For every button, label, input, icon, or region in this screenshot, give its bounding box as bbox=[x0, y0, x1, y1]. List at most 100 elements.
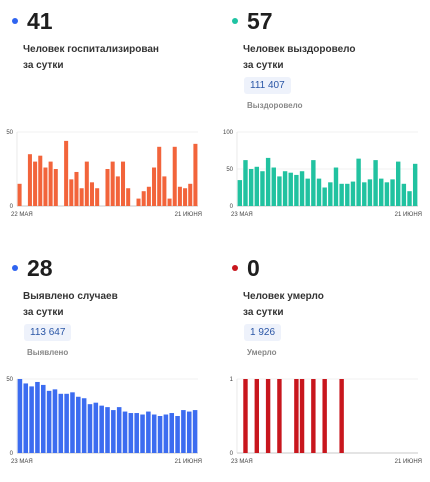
cumulative-total-label: Умерло bbox=[247, 348, 277, 357]
bar bbox=[157, 416, 163, 453]
description: Человек умерло за сутки bbox=[243, 289, 324, 321]
bar bbox=[136, 198, 141, 206]
bar bbox=[134, 413, 139, 453]
bar bbox=[254, 379, 260, 453]
panel-hospitalized: 41 Человек госпитализирован за сутки 50 0 22 … bbox=[0, 0, 205, 235]
bar bbox=[271, 167, 276, 206]
y-tick-label: 0 bbox=[230, 204, 234, 210]
cumulative-total: 113 647 bbox=[24, 324, 72, 341]
bar bbox=[110, 161, 115, 206]
cumulative-total: 1 926 bbox=[244, 324, 282, 341]
bar bbox=[23, 383, 29, 453]
y-tick-label: 50 bbox=[6, 377, 13, 383]
y-tick-label: 50 bbox=[226, 167, 233, 173]
bar bbox=[17, 379, 23, 453]
bullet-dot-icon bbox=[232, 18, 238, 24]
bar bbox=[116, 407, 122, 453]
bar bbox=[162, 176, 167, 206]
bar bbox=[412, 163, 418, 206]
bar bbox=[362, 182, 367, 206]
bar bbox=[169, 413, 175, 453]
bar bbox=[265, 157, 271, 206]
bar bbox=[163, 414, 169, 453]
panel-header: 0 bbox=[232, 255, 260, 281]
bar bbox=[76, 396, 81, 453]
bar bbox=[243, 160, 248, 206]
daily-count: 57 bbox=[247, 8, 273, 34]
bar bbox=[367, 179, 373, 206]
bar bbox=[151, 414, 157, 453]
bar bbox=[379, 178, 384, 206]
panel-deaths: 0 Человек умерло за сутки 1 926 Умерло 1 0 23 М… bbox=[220, 247, 425, 482]
bar bbox=[316, 178, 322, 206]
panel-header: 28 bbox=[12, 255, 53, 281]
bar bbox=[175, 416, 180, 453]
bar bbox=[111, 410, 116, 453]
bullet-dot-icon bbox=[12, 265, 18, 271]
bar bbox=[157, 146, 162, 206]
x-start-label: 22 МАЯ bbox=[11, 212, 33, 218]
daily-count: 41 bbox=[27, 8, 53, 34]
bar bbox=[395, 161, 401, 206]
bar bbox=[74, 171, 79, 206]
bar bbox=[373, 160, 378, 206]
bar bbox=[181, 410, 186, 453]
bar bbox=[390, 179, 395, 206]
bar bbox=[322, 187, 327, 206]
bar bbox=[93, 402, 99, 453]
bar bbox=[183, 188, 188, 206]
cumulative-total-label: Выздоровело bbox=[247, 101, 303, 110]
bar bbox=[237, 180, 243, 206]
bar bbox=[52, 389, 58, 453]
bar bbox=[188, 183, 193, 206]
bullet-dot-icon bbox=[12, 18, 18, 24]
x-start-label: 23 МАЯ bbox=[231, 212, 253, 218]
bar bbox=[311, 160, 316, 206]
bar bbox=[350, 181, 356, 206]
bar bbox=[126, 188, 131, 206]
y-tick-label: 100 bbox=[223, 130, 234, 136]
bar bbox=[146, 411, 151, 453]
bar bbox=[33, 161, 38, 206]
bar bbox=[105, 169, 110, 206]
panel-header: 57 bbox=[232, 8, 273, 34]
bar bbox=[141, 191, 146, 206]
description: Выявлено случаев за сутки bbox=[23, 289, 118, 321]
bar bbox=[384, 182, 390, 206]
bar bbox=[53, 169, 58, 206]
bar-chart: 100 50 0 23 МАЯ 21 ИЮНЯ bbox=[223, 130, 422, 218]
bar bbox=[401, 183, 407, 206]
panel-cases: 28 Выявлено случаев за сутки 113 647 Выявлен… bbox=[0, 247, 205, 482]
bar bbox=[115, 176, 120, 206]
bar bbox=[64, 393, 69, 453]
bar bbox=[70, 392, 75, 453]
bar bbox=[152, 167, 157, 206]
bar-chart: 50 0 22 МАЯ 21 ИЮНЯ bbox=[6, 130, 202, 218]
bar bbox=[248, 169, 254, 206]
y-tick-label: 0 bbox=[230, 451, 234, 457]
bar bbox=[282, 171, 288, 206]
bar-chart: 1 0 23 МАЯ 21 ИЮНЯ bbox=[230, 377, 422, 465]
x-start-label: 23 МАЯ bbox=[11, 459, 33, 465]
bar bbox=[29, 386, 34, 453]
bar bbox=[322, 379, 327, 453]
description-line: за сутки bbox=[243, 307, 284, 318]
bar bbox=[84, 161, 89, 206]
bar bbox=[122, 411, 128, 453]
bar bbox=[254, 166, 260, 206]
bar bbox=[260, 171, 265, 206]
bar bbox=[38, 155, 43, 206]
description: Человек выздоровело за сутки bbox=[243, 42, 356, 74]
daily-count: 0 bbox=[247, 255, 260, 281]
bar bbox=[140, 414, 145, 453]
bar bbox=[43, 167, 48, 206]
x-end-label: 21 ИЮНЯ bbox=[395, 212, 422, 218]
bar bbox=[311, 379, 316, 453]
bar bbox=[48, 161, 53, 206]
bar bbox=[99, 405, 104, 453]
description-line: Человек умерло bbox=[243, 291, 324, 302]
bar bbox=[167, 198, 172, 206]
bar bbox=[294, 379, 299, 453]
x-end-label: 21 ИЮНЯ bbox=[175, 459, 202, 465]
bar bbox=[328, 182, 333, 206]
